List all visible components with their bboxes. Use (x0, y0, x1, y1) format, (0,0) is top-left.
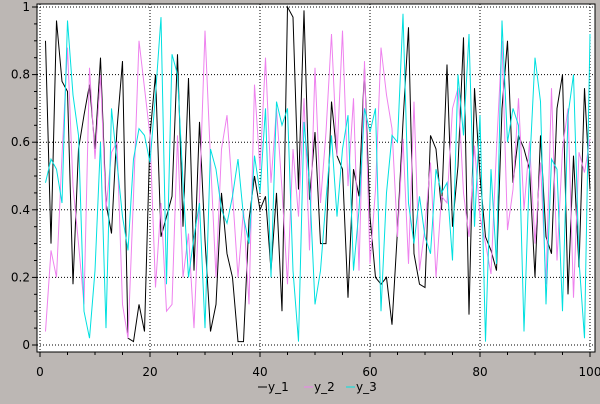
y-tick-label: 1 (22, 0, 30, 14)
x-tick-label: 0 (36, 365, 44, 379)
legend-label-y_2: y_2 (314, 380, 335, 394)
y-tick-label: 0.8 (11, 68, 30, 82)
x-tick-label: 100 (579, 365, 600, 379)
axes: 0 20 40 60 80 100 0 0.2 0.4 0.6 0.8 1 (11, 0, 600, 379)
y-tick-label: 0.6 (11, 135, 30, 149)
series-line-y_2 (45, 30, 591, 339)
y-tick-label: 0.4 (11, 203, 30, 217)
grid-lines (37, 4, 595, 352)
x-tick-label: 20 (142, 365, 157, 379)
legend-label-y_1: y_1 (268, 380, 289, 394)
y-tick-label: 0.2 (11, 270, 30, 284)
legend: y_1 y_2 y_3 (258, 380, 377, 394)
x-tick-label: 60 (362, 365, 377, 379)
series-lines (45, 5, 591, 343)
series-line-y_1 (45, 5, 591, 343)
x-tick-label: 80 (472, 365, 487, 379)
legend-label-y_3: y_3 (356, 380, 377, 394)
series-line-y_3 (45, 13, 591, 342)
x-tick-label: 40 (252, 365, 267, 379)
y-tick-label: 0 (22, 338, 30, 352)
